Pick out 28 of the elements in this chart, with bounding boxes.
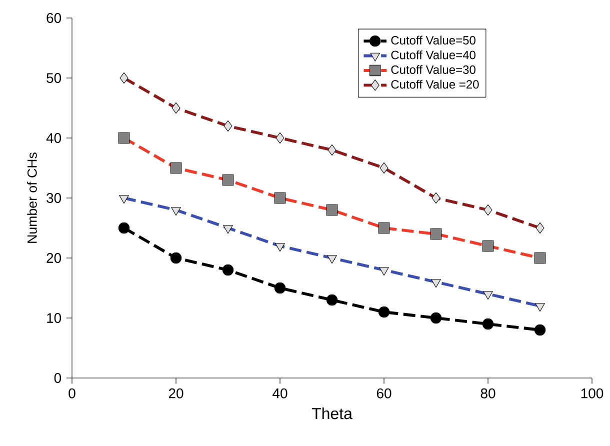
legend-label: Cutoff Value=30	[391, 65, 476, 74]
point	[534, 324, 546, 336]
y-tick-label: 60	[46, 13, 62, 23]
y-tick-label: 20	[46, 253, 62, 263]
y-tick-label: 50	[46, 73, 62, 83]
point	[118, 222, 130, 234]
x-tick-label: 80	[480, 388, 496, 398]
point	[482, 318, 494, 330]
point	[326, 294, 338, 306]
legend-label: Cutoff Value=40	[391, 50, 476, 60]
x-axis-title: Theta	[312, 407, 352, 420]
y-tick-label: 40	[46, 133, 62, 143]
legend-label: Cutoff Value =20	[391, 80, 479, 89]
y-tick-label: 10	[47, 313, 62, 323]
x-tick-label: 100	[581, 388, 604, 398]
x-tick-label: 40	[272, 388, 288, 398]
legend-label: Cutoff Value=50	[391, 36, 476, 45]
point	[222, 264, 234, 276]
y-axis-title: Number of CHs	[27, 152, 37, 243]
x-tick-label: 20	[168, 388, 184, 398]
y-tick-label: 30	[46, 193, 62, 203]
point	[274, 282, 286, 294]
x-tick-label: 60	[376, 388, 392, 398]
y-tick-label: 0	[54, 373, 62, 383]
x-tick-label: 0	[68, 388, 76, 398]
point	[170, 252, 182, 264]
point	[430, 312, 442, 324]
point	[378, 306, 390, 318]
